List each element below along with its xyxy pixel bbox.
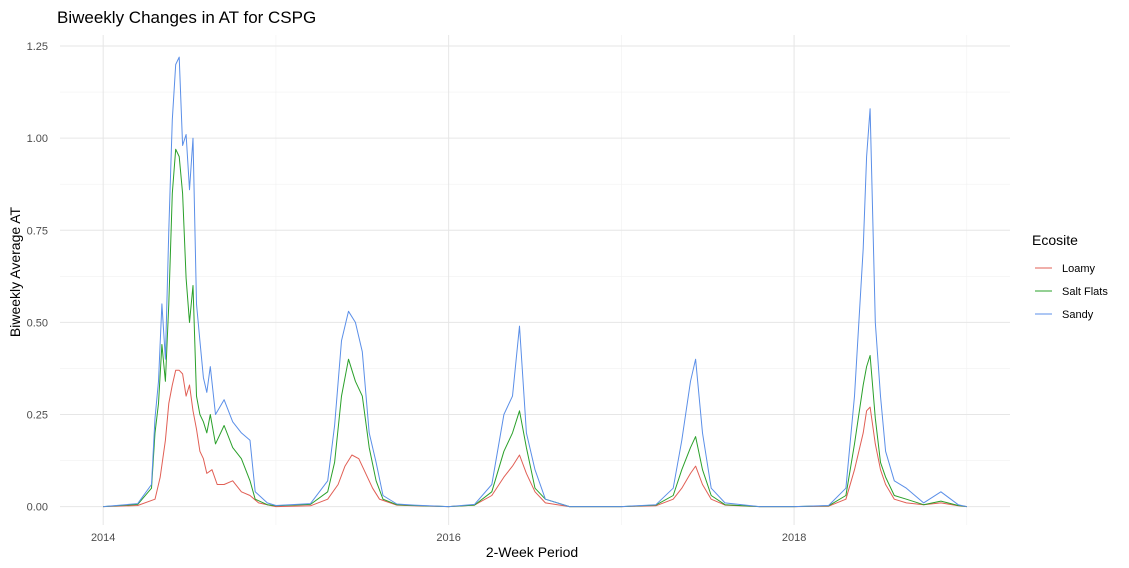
x-tick-label: 2016 [436,532,460,544]
legend-item-sandy: Sandy [1035,309,1094,321]
legend-item-salt-flats: Salt Flats [1035,286,1108,298]
y-tick-label: 1.25 [27,41,48,53]
y-tick-label: 0.00 [27,502,48,514]
y-axis-ticks: 0.00 0.25 0.50 0.75 1.00 1.25 [27,41,48,514]
chart-title: Biweekly Changes in AT for CSPG [57,8,316,27]
legend-item-loamy: Loamy [1035,263,1096,275]
legend-items: Loamy Salt Flats Sandy [1035,263,1108,321]
y-tick-label: 1.00 [27,133,48,145]
series-lines [103,56,967,508]
legend-label-salt-flats: Salt Flats [1062,286,1108,298]
y-axis-title: Biweekly Average AT [7,206,23,337]
gridlines [60,35,1010,525]
series-line-salt-flats [103,148,967,508]
legend-label-sandy: Sandy [1062,309,1094,321]
y-tick-label: 0.50 [27,317,48,329]
y-tick-label: 0.25 [27,409,48,421]
legend-label-loamy: Loamy [1062,263,1096,275]
x-tick-label: 2014 [91,532,115,544]
x-axis-ticks: 2014 2016 2018 [91,532,806,544]
series-line-sandy [103,56,967,508]
x-tick-label: 2018 [782,532,806,544]
y-tick-label: 0.75 [27,225,48,237]
legend: Ecosite Loamy Salt Flats Sandy [1032,232,1108,321]
legend-title: Ecosite [1032,232,1078,248]
x-axis-title: 2-Week Period [486,544,578,560]
